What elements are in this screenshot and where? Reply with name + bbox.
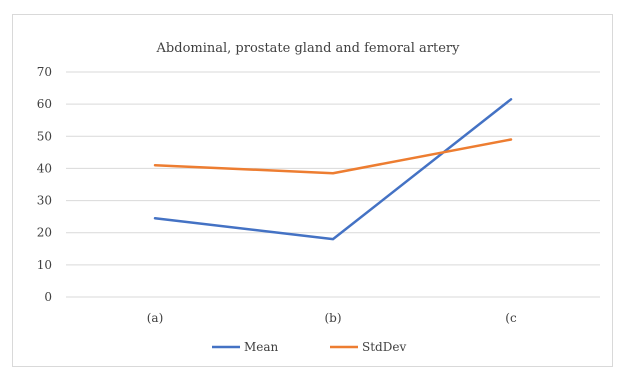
chart-title: Abdominal, prostate gland and femoral ar…	[156, 41, 461, 56]
x-tick-label: (b)	[324, 311, 341, 325]
y-tick-label: 60	[37, 97, 52, 111]
y-tick-label: 10	[37, 258, 52, 272]
y-axis-tick-labels: 0 10 20 30 40 50 60 70	[37, 65, 52, 304]
y-tick-label: 70	[37, 65, 52, 79]
gridlines	[66, 71, 600, 298]
x-tick-label: (a)	[147, 311, 164, 325]
chart-frame	[12, 14, 613, 367]
legend-label-stddev: StdDev	[362, 340, 406, 354]
y-tick-label: 0	[44, 290, 52, 304]
x-tick-label: (c	[505, 311, 517, 325]
y-tick-label: 30	[37, 194, 52, 208]
series-line-mean	[153, 98, 513, 241]
x-axis-tick-labels: (a) (b) (c	[147, 311, 517, 325]
series-lines	[153, 98, 513, 241]
legend: Mean StdDev	[212, 340, 406, 354]
y-tick-label: 20	[37, 226, 52, 240]
legend-label-mean: Mean	[244, 340, 279, 354]
y-tick-label: 50	[37, 129, 52, 143]
y-tick-label: 40	[37, 161, 52, 175]
